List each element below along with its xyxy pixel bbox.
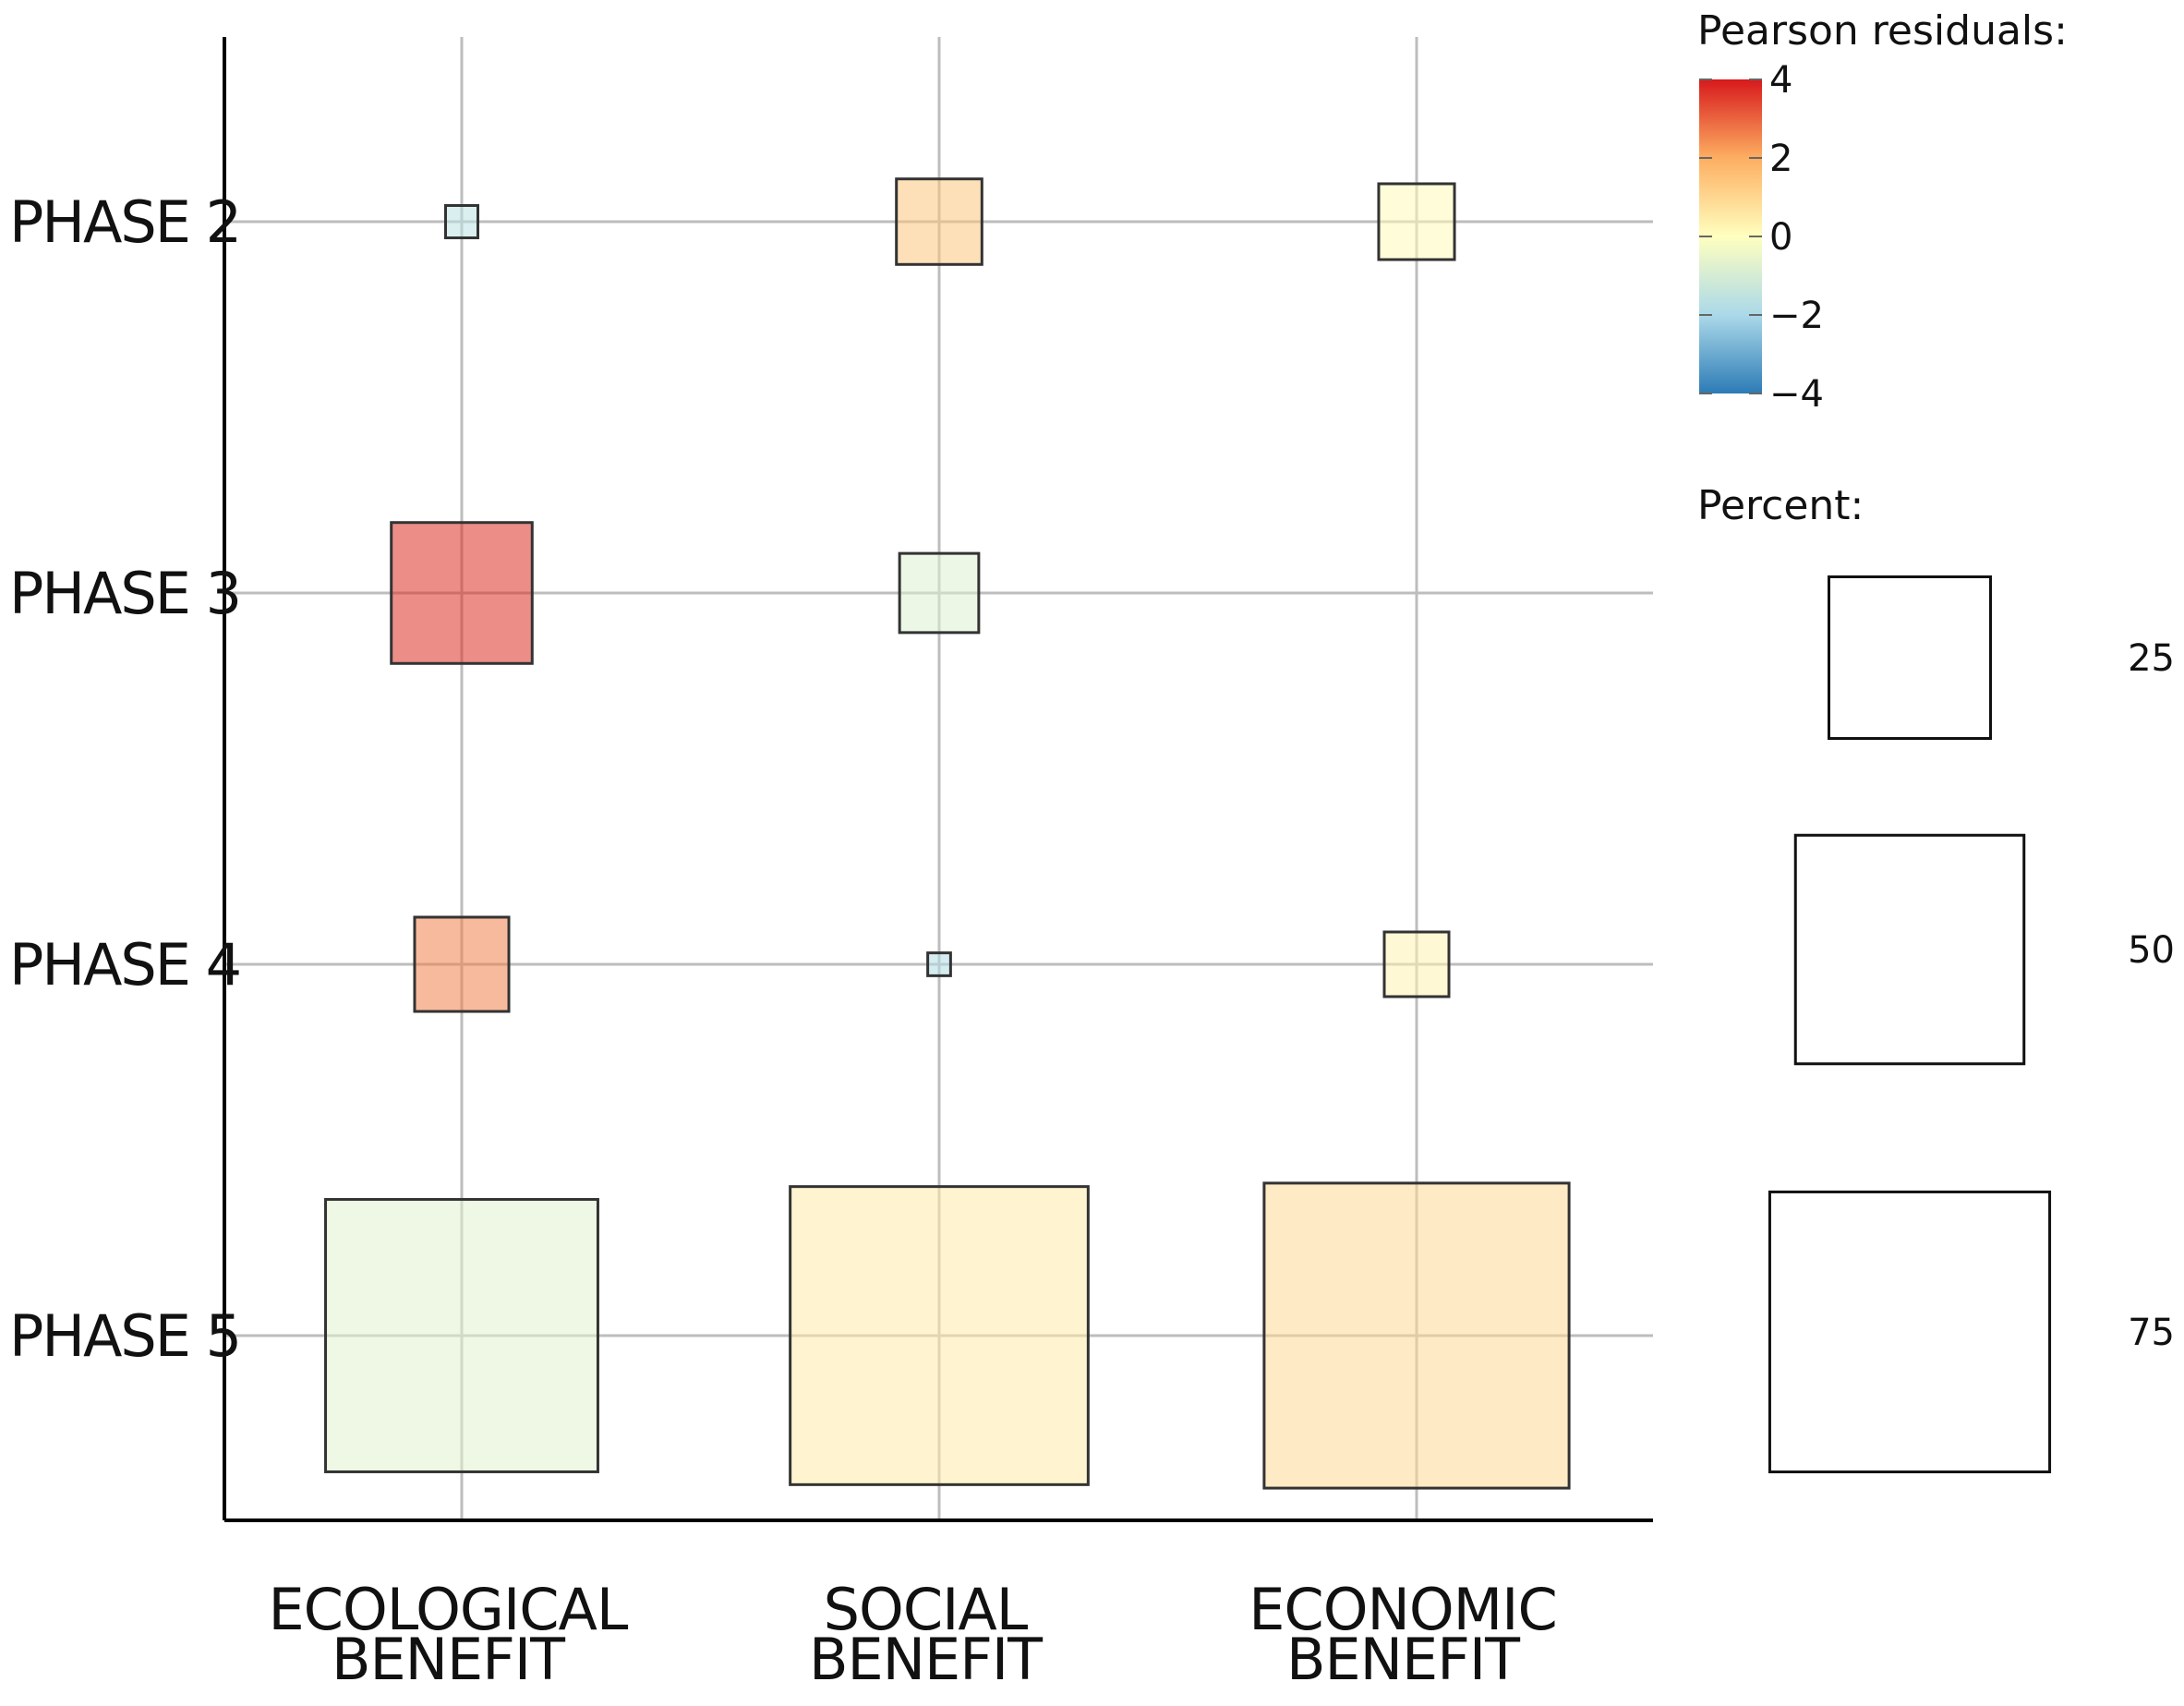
col-label-1-line1: ECOLOGICAL — [269, 1576, 629, 1643]
legends: Pearson residuals: 4 2 0 −2 −4 Percent: 25 50 75 — [1697, 7, 2175, 1474]
cell-phase-2-col-1 — [444, 204, 479, 239]
row-label-2: PHASE 3 — [9, 560, 240, 627]
cell-phase-5-col-3 — [1262, 1181, 1571, 1490]
cell-phase-3-col-2 — [898, 551, 981, 635]
color-legend-tick-label-1: 4 — [1769, 59, 1792, 102]
size-legend-square-50 — [1793, 833, 2026, 1066]
col-label-2-line1: SOCIAL — [824, 1576, 1029, 1643]
color-legend-tick-label-2: 2 — [1769, 138, 1792, 180]
color-legend-tick-label-5: −4 — [1769, 373, 1824, 416]
size-legend-square-25 — [1828, 575, 1992, 740]
color-legend-tick-label-4: −2 — [1769, 295, 1824, 337]
cell-phase-4-col-3 — [1382, 930, 1451, 998]
color-legend-tick-label-3: 0 — [1769, 216, 1792, 259]
cell-phase-5-col-2 — [789, 1185, 1090, 1486]
cell-phase-2-col-3 — [1377, 182, 1456, 261]
row-label-3: PHASE 4 — [9, 931, 240, 998]
cell-phase-5-col-1 — [324, 1198, 599, 1473]
color-legend-title: Pearson residuals: — [1697, 7, 2068, 54]
size-legend-label-25: 25 — [2128, 637, 2175, 680]
cell-phase-2-col-2 — [895, 177, 983, 266]
col-label-3-line2: BENEFIT — [1286, 1626, 1521, 1693]
size-legend-label-75: 75 — [2128, 1312, 2175, 1354]
row-label-1: PHASE 2 — [9, 188, 240, 256]
size-legend-square-75 — [1768, 1190, 2052, 1474]
row-label-4: PHASE 5 — [9, 1302, 240, 1370]
size-legend-title: Percent: — [1697, 482, 1864, 529]
col-label-3-line1: ECONOMIC — [1249, 1576, 1557, 1643]
col-label-2-line2: BENEFIT — [809, 1626, 1044, 1693]
cells — [324, 177, 1571, 1490]
cell-phase-3-col-1 — [390, 521, 534, 665]
cell-phase-4-col-1 — [413, 915, 511, 1013]
size-legend-label-50: 50 — [2128, 929, 2175, 972]
col-label-1-line2: BENEFIT — [332, 1626, 566, 1693]
cell-phase-4-col-2 — [926, 951, 952, 977]
